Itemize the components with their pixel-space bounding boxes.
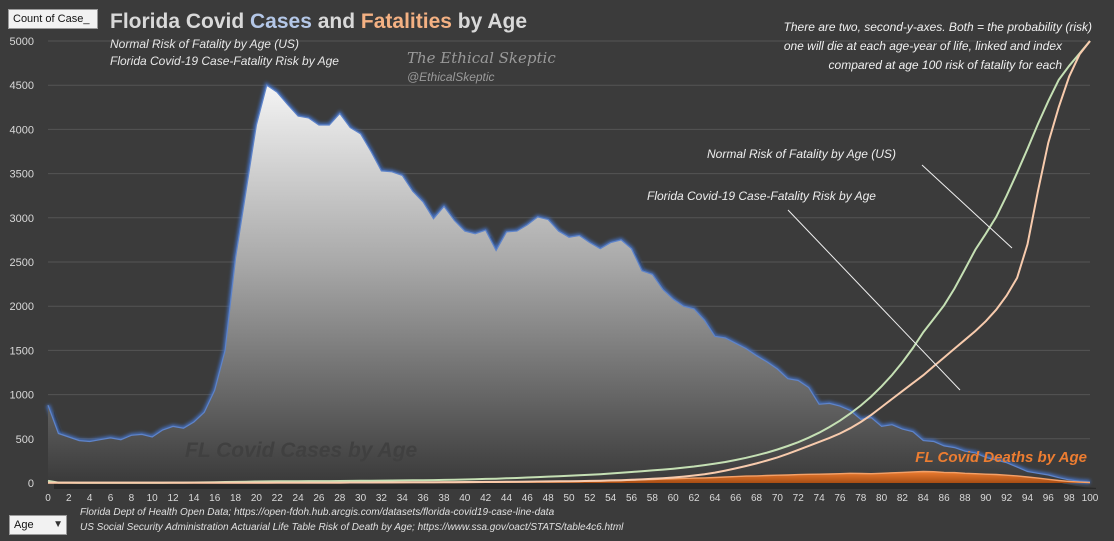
x-tick-82: 82: [897, 493, 909, 504]
title-part-0: Florida Covid: [110, 10, 250, 33]
annotation-cases: FL Covid Cases by Age: [185, 439, 418, 462]
annotation-normal-risk: Normal Risk of Fatality by Age (US): [707, 147, 896, 161]
x-tick-66: 66: [730, 493, 742, 504]
x-tick-76: 76: [834, 493, 846, 504]
annotation-leaders: [787, 164, 1013, 391]
x-tick-14: 14: [188, 493, 200, 504]
y-tick-2500: 2500: [10, 257, 34, 269]
x-tick-26: 26: [313, 493, 325, 504]
cases-area: [48, 85, 1090, 483]
x-tick-10: 10: [147, 493, 159, 504]
y-tick-2000: 2000: [10, 301, 34, 313]
annotation-deaths: FL Covid Deaths by Age: [915, 449, 1087, 466]
y-tick-5000: 5000: [10, 36, 34, 48]
leader-fl-risk: [787, 209, 961, 391]
y-tick-1500: 1500: [10, 345, 34, 357]
watermark: The Ethical Skeptic: [407, 49, 556, 67]
y-tick-1000: 1000: [10, 390, 34, 402]
x-tick-32: 32: [376, 493, 388, 504]
x-tick-16: 16: [209, 493, 221, 504]
x-tick-20: 20: [251, 493, 263, 504]
leader-normal-risk: [921, 164, 1013, 249]
x-tick-36: 36: [418, 493, 430, 504]
y-axis-ticks: 0 500 1000 1500 2000 2500 3000 3500 4000 4500 5000: [10, 36, 34, 490]
filter-dropdown-icon: ▼: [53, 519, 63, 530]
plot-areas: [46, 81, 1096, 489]
subtitle-line-2: Florida Covid-19 Case-Fatality Risk by A…: [110, 54, 339, 68]
y-tick-3000: 3000: [10, 213, 34, 225]
x-tick-58: 58: [647, 493, 659, 504]
note-line-1: There are two, second-y-axes. Both = the…: [784, 20, 1092, 34]
title-part-4: by Age: [452, 10, 527, 33]
x-tick-18: 18: [230, 493, 242, 504]
risk-lines: [47, 40, 1091, 484]
x-tick-40: 40: [459, 493, 471, 504]
title-part-3: Fatalities: [361, 10, 452, 33]
note-line-2: one will die at each age-year of life, l…: [784, 39, 1063, 53]
annotation-fl-risk: Florida Covid-19 Case-Fatality Risk by A…: [647, 189, 876, 203]
y-tick-0: 0: [28, 478, 34, 490]
x-tick-86: 86: [939, 493, 951, 504]
y-tick-4000: 4000: [10, 124, 34, 136]
x-tick-38: 38: [438, 493, 450, 504]
x-tick-72: 72: [793, 493, 805, 504]
x-tick-74: 74: [814, 493, 826, 504]
title-part-1: Cases: [250, 10, 312, 33]
x-tick-0: 0: [45, 493, 51, 504]
x-tick-78: 78: [855, 493, 867, 504]
y-tick-4500: 4500: [10, 80, 34, 92]
x-tick-4: 4: [87, 493, 93, 504]
x-tick-64: 64: [709, 493, 721, 504]
x-tick-44: 44: [501, 493, 513, 504]
count-field-button[interactable]: Count of Case_: [8, 9, 98, 29]
y-tick-3500: 3500: [10, 169, 34, 181]
handle: @EthicalSkeptic: [407, 70, 495, 84]
x-tick-46: 46: [522, 493, 534, 504]
x-tick-52: 52: [584, 493, 596, 504]
age-field-filter-button[interactable]: Age ▼: [9, 515, 67, 535]
x-tick-22: 22: [272, 493, 284, 504]
x-axis-ticks: 0 2 4 6 8 10 12 14 16 18 20 22 24 26 28 30 32 34 36 38 40 42 4…: [45, 493, 1099, 504]
subtitle-line-1: Normal Risk of Fatality by Age (US): [110, 37, 299, 51]
x-tick-70: 70: [772, 493, 784, 504]
x-tick-90: 90: [980, 493, 992, 504]
x-tick-50: 50: [563, 493, 575, 504]
x-tick-34: 34: [397, 493, 409, 504]
x-tick-54: 54: [605, 493, 617, 504]
note-line-3: compared at age 100 risk of fatality for…: [829, 58, 1063, 72]
count-field-label: Count of Case_: [13, 13, 90, 25]
x-tick-12: 12: [167, 493, 179, 504]
x-tick-60: 60: [668, 493, 680, 504]
source-line-1: Florida Dept of Health Open Data; https:…: [80, 507, 555, 518]
x-tick-24: 24: [293, 493, 305, 504]
x-tick-28: 28: [334, 493, 346, 504]
x-tick-8: 8: [129, 493, 135, 504]
x-tick-62: 62: [688, 493, 700, 504]
x-tick-6: 6: [108, 493, 114, 504]
source-line-2: US Social Security Administration Actuar…: [80, 522, 624, 533]
x-tick-2: 2: [66, 493, 72, 504]
x-tick-68: 68: [751, 493, 763, 504]
y-tick-500: 500: [16, 434, 34, 446]
cases-area-outline: [47, 84, 1091, 483]
x-tick-56: 56: [626, 493, 638, 504]
x-tick-80: 80: [876, 493, 888, 504]
x-tick-48: 48: [543, 493, 555, 504]
x-tick-30: 30: [355, 493, 367, 504]
x-tick-94: 94: [1022, 493, 1034, 504]
x-tick-96: 96: [1043, 493, 1055, 504]
fl-covid-risk-line: [48, 40, 1091, 484]
x-tick-98: 98: [1064, 493, 1076, 504]
x-tick-92: 92: [1001, 493, 1013, 504]
chart-title: Florida Covid Cases and Fatalities by Ag…: [110, 10, 527, 33]
x-tick-42: 42: [480, 493, 492, 504]
x-tick-84: 84: [918, 493, 930, 504]
x-tick-88: 88: [959, 493, 971, 504]
title-part-2: and: [312, 10, 361, 33]
x-tick-100: 100: [1082, 493, 1099, 504]
age-field-label: Age: [14, 519, 34, 531]
